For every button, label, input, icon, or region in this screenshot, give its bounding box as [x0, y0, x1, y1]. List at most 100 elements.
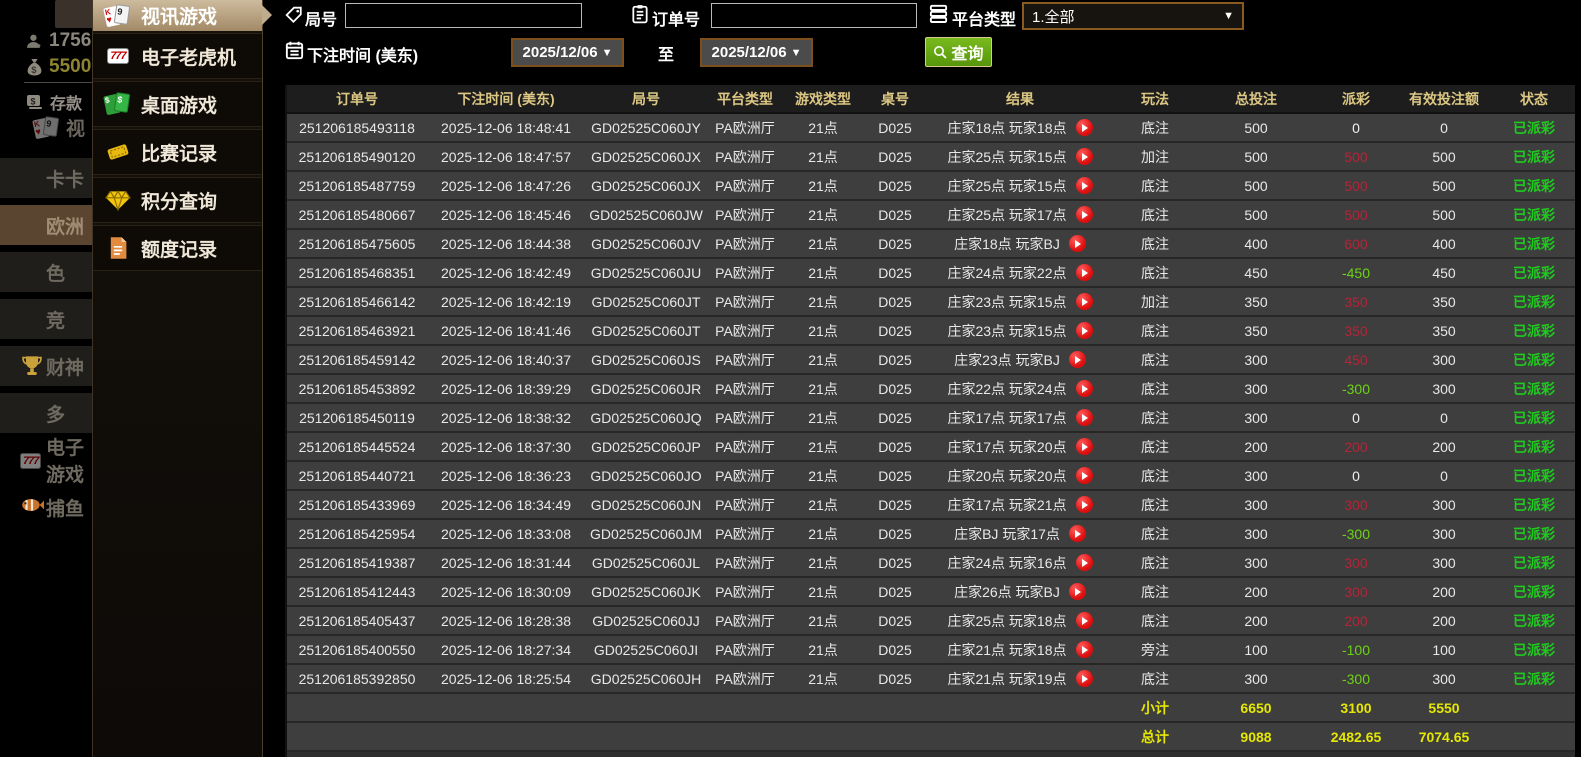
play-video-button[interactable]	[1075, 380, 1093, 397]
round-id-cell: GD02525C060JY	[591, 119, 701, 136]
total-bet-cell: 300	[1244, 380, 1268, 397]
order-id-cell: 251206185487759	[298, 177, 416, 194]
status-cell: 已派彩	[1513, 351, 1555, 368]
menu-item-电子老虎机[interactable]: 777 电子老虎机	[93, 33, 262, 79]
total-bet-cell: 300	[1244, 467, 1268, 484]
play-video-button[interactable]	[1075, 612, 1093, 629]
play-video-button[interactable]	[1068, 351, 1086, 368]
platform-cell: PA欧洲厅	[715, 293, 775, 310]
platform-selected-value: 1.全部	[1032, 8, 1075, 26]
round-filter-label: 局号	[305, 12, 338, 29]
game-type-cell: 21点	[808, 322, 838, 339]
round-id-cell: GD02525C060JJ	[592, 612, 700, 629]
bet-time-cell: 2025-12-06 18:42:19	[441, 293, 571, 310]
game-type-cell: 21点	[808, 148, 838, 165]
round-id-cell: GD02525C060JQ	[590, 409, 702, 426]
platform-stack-icon	[929, 4, 948, 23]
total-bet-cell: 200	[1244, 438, 1268, 455]
tag-icon	[285, 6, 302, 24]
play-video-button[interactable]	[1075, 322, 1093, 339]
menu-item-比赛记录[interactable]: 比赛记录	[93, 129, 262, 175]
table-no-cell: D025	[878, 351, 912, 368]
bet-time-cell: 2025-12-06 18:30:09	[441, 583, 571, 600]
ghost-nav-label: 竞	[46, 310, 66, 332]
platform-cell: PA欧洲厅	[715, 206, 775, 223]
clipboard-icon	[632, 5, 648, 24]
play-video-button[interactable]	[1075, 119, 1093, 136]
chevron-down-icon: ▼	[1223, 10, 1234, 22]
table-row: 251206185463921 2025-12-06 18:41:46 GD0252…	[287, 317, 1575, 346]
balance-row: $ 5500	[26, 56, 91, 78]
play-type-cell: 底注	[1141, 467, 1169, 484]
result-text: 庄家25点 玩家15点	[947, 177, 1067, 194]
play-video-button[interactable]	[1075, 148, 1093, 165]
play-video-button[interactable]	[1075, 264, 1093, 281]
order-filter-label: 订单号	[652, 12, 701, 29]
result-text: 庄家22点 玩家24点	[947, 380, 1067, 397]
table-row: 251206185453892 2025-12-06 18:39:29 GD0252…	[287, 375, 1575, 404]
round-id-cell: GD02525C060JK	[591, 583, 701, 600]
search-button[interactable]: 查询	[925, 37, 992, 67]
valid-bet-cell: 200	[1432, 612, 1456, 629]
total-label-cell: 小计	[1141, 699, 1169, 716]
game-type-cell: 21点	[808, 641, 838, 658]
search-icon	[934, 45, 948, 59]
payout-cell: -300	[1341, 670, 1371, 687]
round-id-cell: GD02525C060JW	[589, 206, 703, 223]
menu-item-视讯游戏[interactable]: K ♥ 9 视讯游戏	[93, 0, 272, 31]
avatar	[55, 0, 95, 28]
order-input[interactable]	[711, 3, 917, 28]
menu-item-label: 视讯游戏	[141, 7, 218, 28]
menu-item-额度记录[interactable]: 额度记录	[93, 225, 262, 271]
platform-cell: PA欧洲厅	[715, 583, 775, 600]
divider	[24, 82, 92, 83]
play-type-cell: 底注	[1141, 177, 1169, 194]
play-video-button[interactable]	[1075, 641, 1093, 658]
play-video-button[interactable]	[1075, 177, 1093, 194]
menu-item-积分查询[interactable]: 积分查询	[93, 177, 262, 223]
play-type-cell: 底注	[1141, 554, 1169, 571]
play-video-button[interactable]	[1075, 670, 1093, 687]
ghost-nav-label: 电子游戏	[46, 438, 85, 486]
table-row: 251206185400550 2025-12-06 18:27:34 GD0252…	[287, 636, 1575, 665]
play-video-button[interactable]	[1075, 554, 1093, 571]
menu-item-label: 比赛记录	[141, 143, 218, 165]
table-row: 251206185392850 2025-12-06 18:25:54 GD0252…	[287, 665, 1575, 694]
payout-cell: 350	[1344, 322, 1368, 339]
round-id-cell: GD02525C060JS	[591, 351, 701, 368]
play-video-button[interactable]	[1068, 583, 1086, 600]
round-input[interactable]	[345, 3, 582, 28]
play-video-button[interactable]	[1075, 409, 1093, 426]
platform-cell: PA欧洲厅	[715, 525, 775, 542]
table-row: 251206185493118 2025-12-06 18:48:41 GD0252…	[287, 114, 1575, 143]
play-type-cell: 底注	[1141, 496, 1169, 513]
status-cell: 已派彩	[1513, 293, 1555, 310]
platform-select[interactable]: 1.全部 ▼	[1022, 2, 1244, 30]
balance-amount: 5500	[49, 56, 92, 77]
game-type-cell: 21点	[808, 177, 838, 194]
order-id-cell: 251206185450119	[299, 409, 415, 426]
bet-time-cell: 2025-12-06 18:38:32	[441, 409, 571, 426]
order-id-cell: 251206185493118	[299, 119, 415, 136]
play-video-button[interactable]	[1075, 467, 1093, 484]
play-video-button[interactable]	[1068, 235, 1086, 252]
play-video-button[interactable]	[1068, 525, 1086, 542]
subtotal-row: 小计 6650 3100 5550	[287, 694, 1575, 723]
table-no-cell: D025	[878, 467, 912, 484]
order-id-cell: 251206185490120	[298, 148, 416, 165]
slot-777-icon: 777	[20, 453, 42, 469]
calendar-icon	[285, 41, 304, 60]
table-row: 251206185475605 2025-12-06 18:44:38 GD0252…	[287, 230, 1575, 259]
date-from-picker[interactable]: 2025/12/06 ▼	[511, 38, 624, 67]
play-video-button[interactable]	[1075, 496, 1093, 513]
game-type-cell: 21点	[808, 670, 838, 687]
platform-cell: PA欧洲厅	[715, 467, 775, 484]
play-video-button[interactable]	[1075, 206, 1093, 223]
play-video-button[interactable]	[1075, 438, 1093, 455]
date-to-picker[interactable]: 2025/12/06 ▼	[700, 38, 813, 67]
total-bet-cell: 500	[1244, 148, 1268, 165]
result-cell: 庄家25点 玩家18点	[927, 611, 1113, 631]
round-id-cell: GD02525C060JH	[590, 670, 702, 687]
play-video-button[interactable]	[1075, 293, 1093, 310]
menu-item-桌面游戏[interactable]: $ $ 桌面游戏	[93, 81, 262, 127]
